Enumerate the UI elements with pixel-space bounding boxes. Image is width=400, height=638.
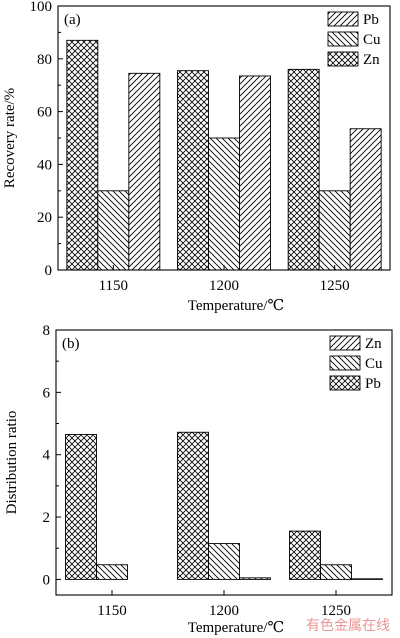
y-tick-label: 8 [43,323,51,339]
legend-swatch-zn [327,51,359,67]
y-tick-label: 4 [43,448,51,464]
legend-swatch-pb [329,375,361,391]
watermark: 有色金属在线 [306,617,390,634]
bar-zn-1250 [351,578,383,580]
legend-label-pb: Pb [363,12,379,28]
legend-label-zn: Zn [363,52,380,68]
bar-zn-1200 [177,70,209,271]
x-tick-label: 1200 [209,278,239,294]
y-tick-label: 2 [43,510,51,526]
bar-cu-1200 [208,137,240,271]
legend-label-zn: Zn [365,336,382,352]
legend-label-cu: Cu [365,356,383,372]
bar-cu-1150 [96,564,128,580]
x-tick-label: 1250 [321,603,351,619]
legend-swatch-zn [329,335,361,351]
bar-zn-1200 [239,577,271,580]
y-tick-label: 0 [45,263,53,279]
x-axis-title: Temperature/℃ [188,620,285,636]
y-tick-label: 20 [37,210,52,226]
legend-label-cu: Cu [363,32,381,48]
x-tick-label: 1150 [97,603,126,619]
legend-label-pb: Pb [365,376,381,392]
bar-pb-1150 [128,72,161,271]
bar-cu-1200 [208,543,240,580]
y-tick-label: 60 [37,105,52,121]
x-tick-label: 1200 [209,603,239,619]
bar-pb-1200 [177,431,209,580]
panel-label: (b) [62,336,80,352]
bar-cu-1250 [320,564,352,580]
y-axis-title: Recovery rate/% [2,88,18,188]
plot-frame [55,329,393,596]
bar-pb-1250 [349,128,382,271]
y-tick-label: 100 [30,0,53,15]
bar-cu-1250 [318,190,351,271]
bar-zn-1150 [66,39,99,271]
bar-cu-1150 [97,190,130,271]
y-tick-label: 6 [43,385,51,401]
y-tick-label: 40 [37,157,52,173]
chart-panel-1: 1150 1200 1250 0 20 40 60 80 100 (a) Temperature/℃… [2,0,391,314]
x-axis-title: Temperature/℃ [188,298,285,314]
legend-swatch-cu [329,355,361,371]
chart-panel-2: 1150 1200 1250 0 2 4 6 8 (b) Temperature/℃ Distrib… [4,323,393,636]
y-axis-title: Distribution ratio [4,411,20,515]
y-tick-label: 80 [37,52,52,68]
bar-pb-1250 [289,530,321,580]
x-tick-label: 1150 [99,278,128,294]
x-tick-label: 1250 [320,278,350,294]
bar-pb-1150 [65,433,97,580]
legend-swatch-cu [327,31,359,47]
panel-label: (a) [64,12,81,28]
bar-zn-1250 [287,68,320,271]
bar-pb-1200 [239,75,271,271]
y-tick-label: 0 [43,572,51,588]
legend-swatch-pb [327,11,359,27]
